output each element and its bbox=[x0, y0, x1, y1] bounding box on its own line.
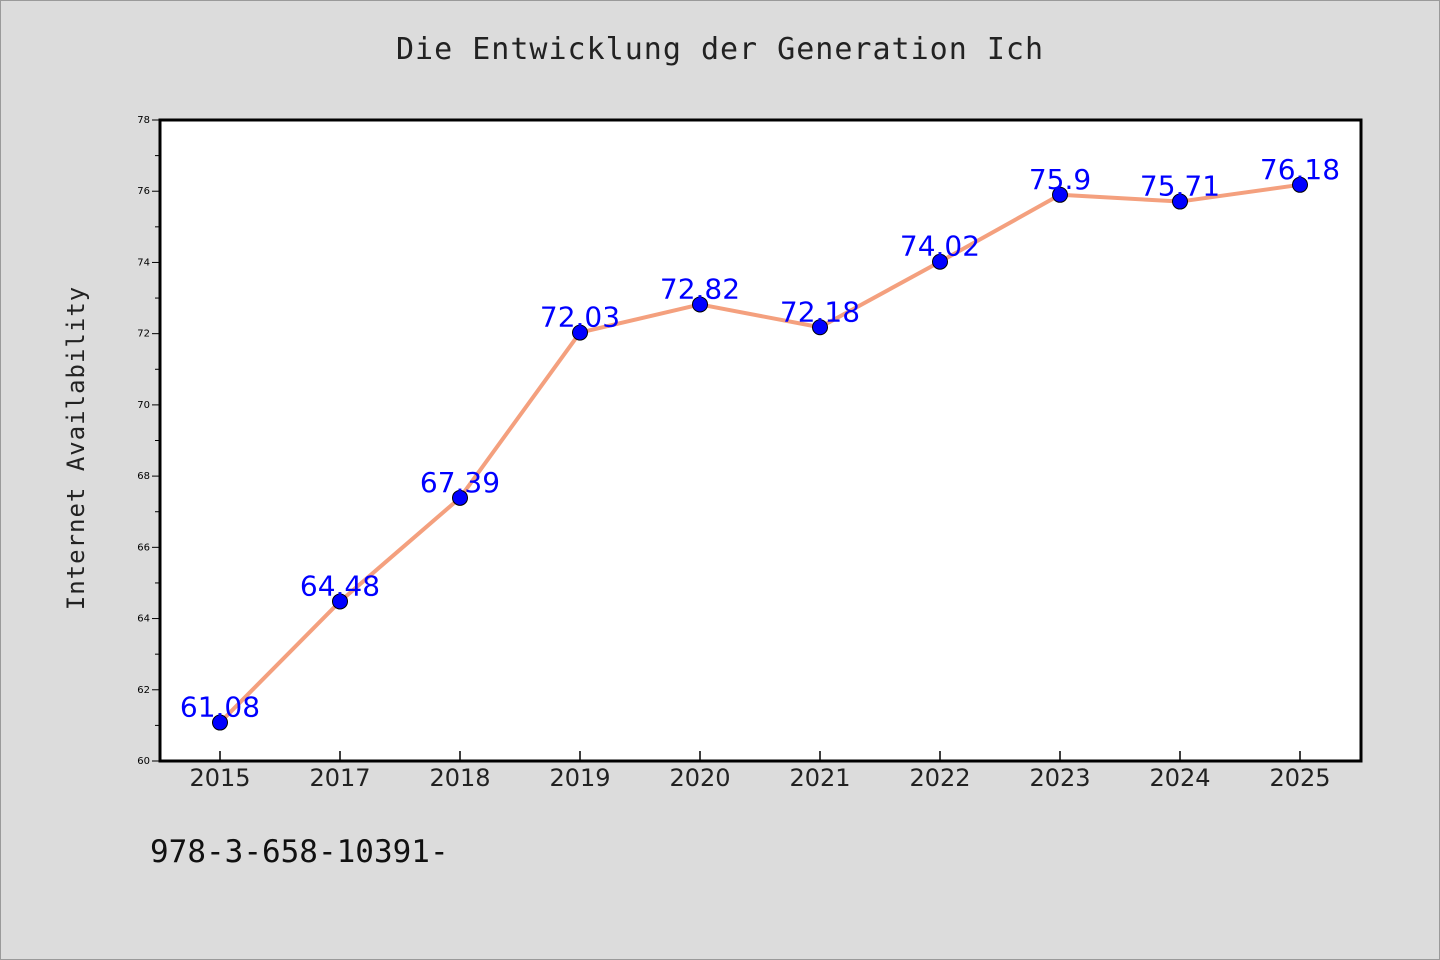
y-tick-label: 60 bbox=[137, 756, 150, 767]
x-tick-label: 2020 bbox=[669, 764, 730, 792]
footer-code: 978-3-658-10391- bbox=[150, 834, 449, 870]
data-point bbox=[812, 319, 828, 336]
y-tick-label: 78 bbox=[137, 115, 150, 126]
y-tick-label: 64 bbox=[137, 614, 150, 625]
x-tick-label: 2024 bbox=[1149, 764, 1210, 792]
data-point bbox=[1052, 186, 1068, 203]
data-label: 75.9 bbox=[1029, 163, 1091, 196]
x-tick-label: 2022 bbox=[909, 764, 970, 792]
data-label: 61.08 bbox=[180, 691, 260, 724]
data-label: 72.18 bbox=[780, 295, 860, 328]
y-tick-label: 70 bbox=[137, 400, 150, 411]
plot-area bbox=[158, 118, 1363, 763]
y-tick-label: 68 bbox=[137, 471, 150, 482]
y-tick-label: 74 bbox=[137, 257, 150, 268]
y-axis-ticks: 60 62 64 66 68 70 72 74 76 78 bbox=[137, 115, 160, 767]
series-line bbox=[218, 182, 1301, 724]
x-tick-label: 2025 bbox=[1269, 764, 1330, 792]
data-point bbox=[692, 296, 708, 313]
data-label: 72.03 bbox=[540, 301, 620, 334]
data-label: 75.71 bbox=[1140, 170, 1220, 203]
data-label: 74.02 bbox=[900, 230, 980, 263]
data-point bbox=[332, 593, 348, 610]
x-tick-label: 2015 bbox=[189, 764, 250, 792]
y-tick-label: 76 bbox=[137, 186, 150, 197]
data-label: 67.39 bbox=[420, 466, 500, 499]
y-tick-label: 62 bbox=[137, 685, 150, 696]
data-markers bbox=[212, 176, 1308, 731]
x-tick-label: 2018 bbox=[429, 764, 490, 792]
data-point bbox=[1172, 193, 1188, 210]
x-tick-label: 2017 bbox=[309, 764, 370, 792]
data-label: 72.82 bbox=[660, 272, 740, 305]
data-point bbox=[212, 714, 228, 731]
x-tick-label: 2021 bbox=[789, 764, 850, 792]
data-point bbox=[1292, 176, 1308, 193]
data-point bbox=[572, 324, 588, 341]
data-label: 76.18 bbox=[1260, 153, 1340, 186]
data-label: 64.48 bbox=[300, 569, 380, 602]
y-tick-label: 72 bbox=[137, 329, 150, 340]
data-point bbox=[452, 489, 468, 506]
data-labels: 61.08 64.48 67.39 72.03 72.82 72.18 74.02 75.9 7… bbox=[180, 153, 1340, 724]
x-tick-label: 2023 bbox=[1029, 764, 1090, 792]
y-tick-label: 66 bbox=[137, 542, 150, 553]
x-tick-label: 2019 bbox=[549, 764, 610, 792]
data-point bbox=[932, 253, 948, 270]
chart-title: Die Entwicklung der Generation Ich bbox=[395, 32, 1045, 67]
x-axis-ticks: 2015 2017 2018 2019 2020 2021 2022 2023 2024 2025 bbox=[189, 751, 1331, 792]
